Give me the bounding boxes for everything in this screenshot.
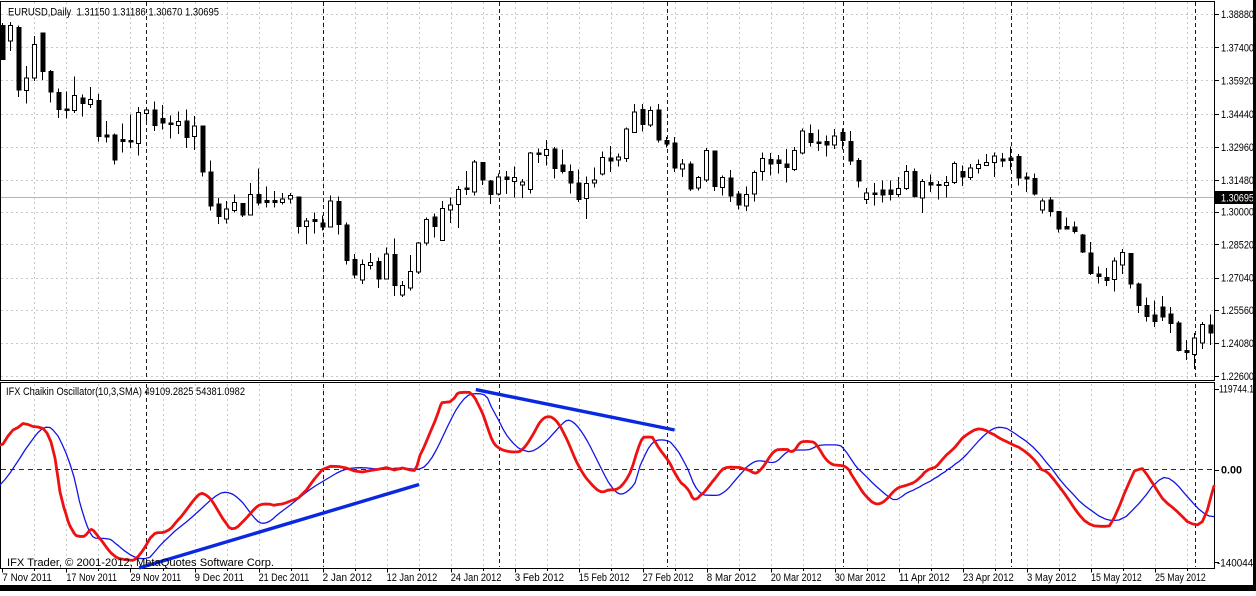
svg-text:9 Dec 2011: 9 Dec 2011: [195, 572, 244, 584]
svg-text:3 Feb 2012: 3 Feb 2012: [515, 572, 564, 584]
svg-text:0.00: 0.00: [1221, 465, 1242, 477]
svg-text:17 Nov 2011: 17 Nov 2011: [66, 572, 117, 584]
svg-text:119744.1: 119744.1: [1219, 384, 1254, 396]
svg-text:1.34440: 1.34440: [1221, 109, 1254, 121]
svg-text:1.37400: 1.37400: [1221, 42, 1254, 54]
svg-text:EURUSD,Daily 1.31150 1.31186: EURUSD,Daily 1.31150 1.31186 1.30670 1.3…: [8, 7, 219, 19]
svg-text:15 Feb 2012: 15 Feb 2012: [579, 572, 630, 584]
svg-text:1.35920: 1.35920: [1221, 76, 1254, 88]
svg-text:3 May 2012: 3 May 2012: [1027, 572, 1076, 584]
svg-text:IFX Chaikin Oscillator(10,3,SM: IFX Chaikin Oscillator(10,3,SMA) 49109.2…: [6, 386, 245, 398]
svg-text:21 Dec 2011: 21 Dec 2011: [259, 572, 310, 584]
svg-text:29 Nov 2011: 29 Nov 2011: [131, 572, 182, 584]
svg-text:25 May 2012: 25 May 2012: [1155, 572, 1206, 584]
svg-text:20 Mar 2012: 20 Mar 2012: [771, 572, 822, 584]
svg-text:30 Mar 2012: 30 Mar 2012: [835, 572, 886, 584]
svg-text:12 Jan 2012: 12 Jan 2012: [387, 572, 438, 584]
svg-text:-140044.: -140044.: [1217, 557, 1256, 569]
svg-text:24 Jan 2012: 24 Jan 2012: [451, 572, 502, 584]
svg-text:27 Feb 2012: 27 Feb 2012: [643, 572, 694, 584]
svg-text:1.24080: 1.24080: [1221, 338, 1254, 350]
svg-text:1.30000: 1.30000: [1221, 207, 1254, 219]
svg-text:1.31480: 1.31480: [1221, 175, 1254, 187]
svg-text:7 Nov 2011: 7 Nov 2011: [2, 572, 51, 584]
svg-text:11 Apr 2012: 11 Apr 2012: [899, 572, 950, 584]
svg-text:1.28520: 1.28520: [1221, 239, 1254, 251]
svg-text:23 Apr 2012: 23 Apr 2012: [963, 572, 1014, 584]
svg-text:1.22600: 1.22600: [1221, 371, 1254, 383]
svg-text:1.30695: 1.30695: [1221, 193, 1254, 205]
svg-text:1.32960: 1.32960: [1221, 142, 1254, 154]
svg-text:15 May 2012: 15 May 2012: [1091, 572, 1142, 584]
svg-text:IFX Trader, © 2001-2012, MetaQ: IFX Trader, © 2001-2012, MetaQuotes Soft…: [7, 557, 274, 569]
svg-text:8 Mar 2012: 8 Mar 2012: [707, 572, 756, 584]
svg-text:1.25560: 1.25560: [1221, 305, 1254, 317]
svg-text:1.38880: 1.38880: [1221, 9, 1254, 21]
svg-text:1.27040: 1.27040: [1221, 273, 1254, 285]
svg-text:2 Jan 2012: 2 Jan 2012: [323, 572, 372, 584]
